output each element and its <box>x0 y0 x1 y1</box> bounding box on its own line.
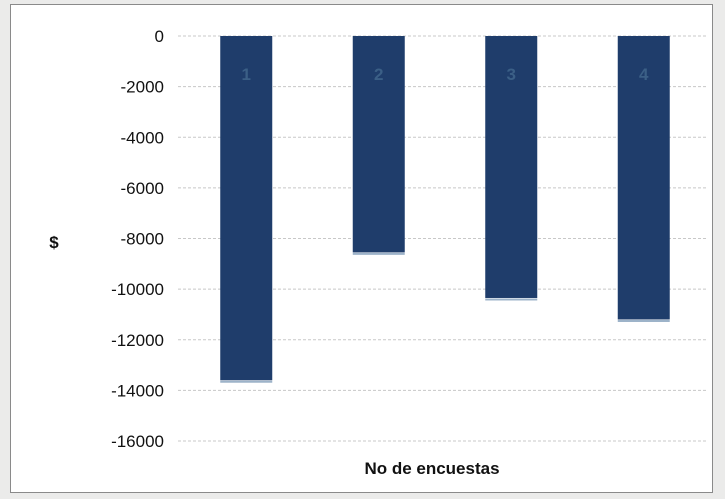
y-tick-label: -12000 <box>111 331 164 350</box>
y-tick-labels: 0 -2000 -4000 -6000 -8000 -10000 -12000 -14000 -… <box>111 27 164 451</box>
y-tick-label: -16000 <box>111 432 164 451</box>
y-tick-label: -8000 <box>121 230 164 249</box>
bar-4 <box>617 36 670 320</box>
y-tick-label: -14000 <box>111 381 164 400</box>
bar-data-label: 2 <box>374 65 383 84</box>
bar-data-label: 1 <box>242 65 251 84</box>
bar-3 <box>485 36 538 298</box>
y-tick-label: -6000 <box>121 179 164 198</box>
bar-1 <box>220 36 273 381</box>
bar-data-label: 4 <box>639 65 649 84</box>
y-tick-label: -2000 <box>121 78 164 97</box>
y-tick-label: -4000 <box>121 128 164 147</box>
bar-2 <box>352 36 405 253</box>
y-axis-title: $ <box>49 233 59 252</box>
bar-data-label: 3 <box>507 65 516 84</box>
x-axis-title: No de encuestas <box>364 459 499 478</box>
y-tick-label: -10000 <box>111 280 164 299</box>
bar-data-labels: 1 2 3 4 <box>242 65 650 84</box>
y-tick-label: 0 <box>155 27 164 46</box>
bars <box>220 36 670 383</box>
